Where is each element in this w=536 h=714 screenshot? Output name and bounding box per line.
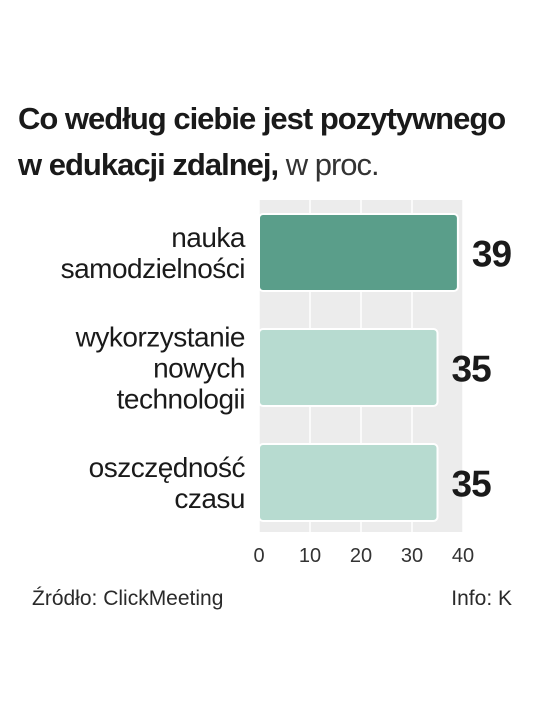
x-tick-label: 20 <box>350 545 372 567</box>
x-tick-label: 30 <box>401 545 423 567</box>
value-label: 35 <box>452 464 492 505</box>
chart-title-main: Co według ciebie jest pozytywnego w eduk… <box>18 101 506 182</box>
chart-title: Co według ciebie jest pozytywnego w eduk… <box>18 96 528 188</box>
bar <box>258 213 459 292</box>
x-tick-label: 0 <box>253 545 264 567</box>
category-label: czasu <box>174 483 245 514</box>
value-label: 35 <box>452 349 492 390</box>
x-tick-label: 40 <box>452 545 474 567</box>
source-note: Źródło: ClickMeeting <box>32 587 224 610</box>
category-label: samodzielności <box>61 253 245 284</box>
category-label: nowych <box>153 353 245 384</box>
credit-note: Info: K <box>451 587 512 610</box>
x-tick-label: 10 <box>299 545 321 567</box>
category-label: technologii <box>117 384 245 415</box>
category-label: oszczędność <box>89 452 246 483</box>
chart-title-unit: w proc. <box>285 147 380 182</box>
value-label: 39 <box>472 234 512 275</box>
category-label: wykorzystanie <box>75 322 245 353</box>
category-label: nauka <box>171 222 246 253</box>
bar <box>258 328 439 407</box>
bar <box>258 443 439 522</box>
